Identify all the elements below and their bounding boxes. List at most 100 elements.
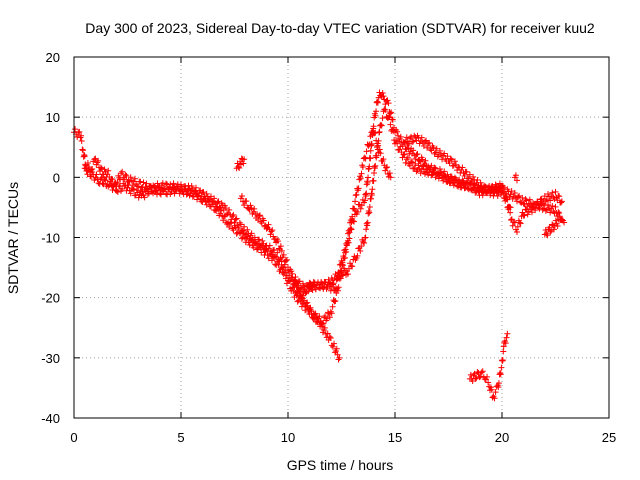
data-point [329,281,336,288]
data-point [356,176,363,183]
data-point [402,159,409,166]
data-point [98,165,105,172]
data-point [93,171,100,178]
data-point [141,194,148,201]
data-point [367,195,374,202]
data-point [319,320,326,327]
data-point [492,389,499,396]
y-tick-label: -10 [41,231,60,246]
data-point [477,179,484,186]
data-point [546,224,553,231]
data-point [419,156,426,163]
data-point [355,185,362,192]
data-point [268,257,275,264]
data-point [485,379,492,386]
data-point [240,230,247,237]
data-point [435,175,442,182]
data-point [374,98,381,105]
data-point [240,160,247,167]
data-point [189,193,196,200]
data-point [331,340,338,347]
data-point [359,163,366,170]
data-point [192,184,199,191]
data-point [373,108,380,115]
data-point [251,234,258,241]
data-point [409,138,416,145]
data-point [324,309,331,316]
data-point [274,258,281,265]
data-point [218,207,225,214]
data-point [412,155,419,162]
data-point [131,175,138,182]
data-point [334,351,341,358]
data-point [537,196,544,203]
data-point [393,137,400,144]
data-point [510,219,517,226]
data-point [373,152,380,159]
data-point [418,134,425,141]
data-point [446,178,453,185]
data-point [278,263,285,270]
data-point [436,147,443,154]
data-point [400,151,407,158]
data-point [210,201,217,208]
data-point [274,249,281,256]
data-point [432,149,439,156]
data-point [388,109,395,116]
data-point [292,273,299,280]
data-point [375,137,382,144]
data-point [328,310,335,317]
x-tick-label: 20 [495,430,509,445]
series-track-g [466,330,511,402]
data-point [417,170,424,177]
data-point [383,164,390,171]
data-point [222,205,229,212]
data-point [377,121,384,128]
data-point [78,138,85,145]
series-track-h [541,213,568,239]
data-point [480,183,487,190]
data-point [547,209,554,216]
data-point [381,106,388,113]
data-point [289,284,296,291]
data-point [201,193,208,200]
data-point [399,154,406,161]
data-layer [71,89,568,402]
data-point [395,132,402,139]
data-point [448,156,455,163]
data-point [502,340,509,347]
data-point [470,173,477,180]
x-tick-label: 5 [177,430,184,445]
data-point [524,211,531,218]
x-tick-label: 25 [602,430,616,445]
data-point [266,242,273,249]
data-point [380,156,387,163]
data-point [536,202,543,209]
data-point [466,171,473,178]
data-point [556,209,563,216]
data-point [183,191,190,198]
data-point [302,307,309,314]
data-point [325,279,332,286]
data-point [215,198,222,205]
data-point [549,203,556,210]
data-point [321,324,328,331]
data-point [403,156,410,163]
data-point [384,97,391,104]
data-point [102,177,109,184]
data-point [329,343,336,350]
data-point [316,313,323,320]
data-point [97,164,104,171]
data-point [144,190,151,197]
data-point [357,175,364,182]
data-point [191,188,198,195]
data-point [174,183,181,190]
data-point [339,272,346,279]
data-point [215,206,222,213]
data-point [289,270,296,277]
chart-title: Day 300 of 2023, Sidereal Day-to-day VTE… [85,20,595,36]
data-point [297,284,304,291]
data-point [285,277,291,284]
